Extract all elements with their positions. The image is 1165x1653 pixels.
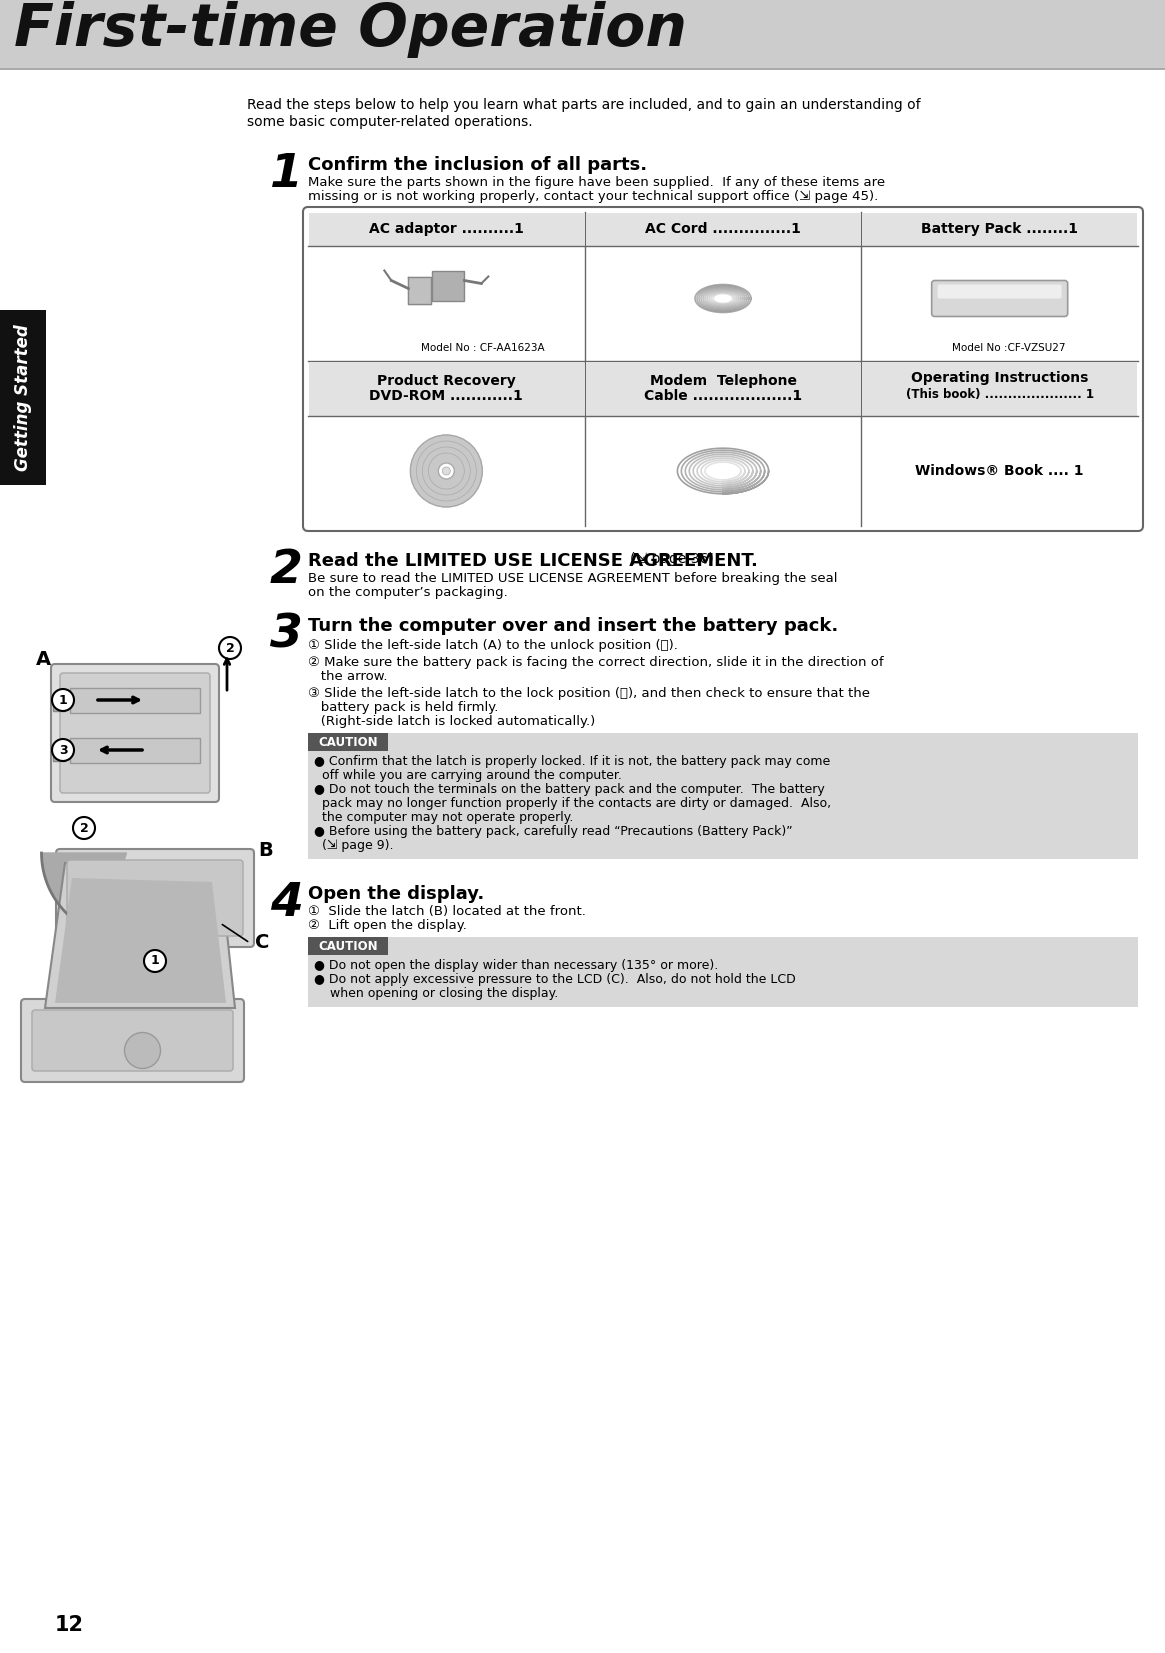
Text: First-time Operation: First-time Operation: [14, 2, 687, 58]
Circle shape: [52, 689, 75, 711]
Bar: [432, 271, 465, 301]
Bar: [0, 0, 1165, 68]
Text: on the computer’s packaging.: on the computer’s packaging.: [308, 587, 508, 598]
Bar: [70, 688, 200, 712]
Text: 1: 1: [270, 152, 303, 197]
Polygon shape: [42, 853, 127, 934]
Text: Model No : CF-AA1623A: Model No : CF-AA1623A: [422, 344, 545, 354]
Circle shape: [438, 463, 454, 479]
Circle shape: [219, 636, 241, 660]
FancyBboxPatch shape: [932, 281, 1067, 316]
Text: Make sure the parts shown in the figure have been supplied.  If any of these ite: Make sure the parts shown in the figure …: [308, 175, 885, 188]
Text: ③ Slide the left-side latch to the lock position (🔒), and then check to ensure t: ③ Slide the left-side latch to the lock …: [308, 688, 870, 699]
FancyBboxPatch shape: [31, 1010, 233, 1071]
Text: 2: 2: [79, 822, 89, 835]
Text: 2: 2: [270, 549, 303, 593]
FancyBboxPatch shape: [938, 284, 1061, 299]
Bar: [52, 693, 65, 711]
Bar: [862, 362, 1137, 417]
Text: the computer may not operate properly.: the computer may not operate properly.: [315, 812, 573, 823]
Text: ② Make sure the battery pack is facing the correct direction, slide it in the di: ② Make sure the battery pack is facing t…: [308, 656, 883, 669]
Text: A: A: [35, 650, 50, 669]
Text: AC Cord ...............1: AC Cord ...............1: [645, 222, 802, 236]
Text: battery pack is held firmly.: battery pack is held firmly.: [308, 701, 499, 714]
Text: 1: 1: [150, 954, 160, 967]
Text: off while you are carrying around the computer.: off while you are carrying around the co…: [315, 769, 622, 782]
Text: 3: 3: [58, 744, 68, 757]
Text: (⇲ page 9).: (⇲ page 9).: [315, 840, 394, 851]
Bar: [586, 362, 860, 417]
FancyBboxPatch shape: [51, 665, 219, 802]
Polygon shape: [55, 878, 226, 1003]
FancyBboxPatch shape: [68, 860, 243, 936]
Text: 4: 4: [270, 881, 303, 926]
Text: DVD-ROM ............1: DVD-ROM ............1: [369, 390, 523, 403]
Text: Modem  Telephone: Modem Telephone: [650, 374, 797, 387]
Bar: [52, 742, 65, 760]
Bar: [862, 213, 1137, 246]
Bar: [308, 732, 1138, 860]
Text: 2: 2: [226, 641, 234, 655]
Text: Be sure to read the LIMITED USE LICENSE AGREEMENT before breaking the seal: Be sure to read the LIMITED USE LICENSE …: [308, 572, 838, 585]
Text: Battery Pack ........1: Battery Pack ........1: [922, 222, 1078, 236]
Bar: [0, 311, 45, 484]
Bar: [308, 937, 1138, 1007]
Bar: [70, 737, 200, 764]
Text: Turn the computer over and insert the battery pack.: Turn the computer over and insert the ba…: [308, 617, 839, 635]
Bar: [309, 362, 584, 417]
Text: (This book) ..................... 1: (This book) ..................... 1: [905, 388, 1094, 402]
Text: Operating Instructions: Operating Instructions: [911, 370, 1088, 385]
Circle shape: [73, 817, 96, 840]
Text: ● Before using the battery pack, carefully read “Precautions (Battery Pack)”: ● Before using the battery pack, careful…: [315, 825, 792, 838]
Bar: [308, 937, 388, 955]
Text: CAUTION: CAUTION: [318, 736, 377, 749]
Text: CAUTION: CAUTION: [318, 939, 377, 952]
Bar: [586, 213, 860, 246]
Text: ① Slide the left-side latch (A) to the unlock position (🔓).: ① Slide the left-side latch (A) to the u…: [308, 640, 678, 651]
Text: Read the LIMITED USE LICENSE AGREEMENT.: Read the LIMITED USE LICENSE AGREEMENT.: [308, 552, 758, 570]
Circle shape: [410, 435, 482, 507]
Text: Confirm the inclusion of all parts.: Confirm the inclusion of all parts.: [308, 155, 647, 174]
Polygon shape: [45, 863, 235, 1008]
Bar: [309, 213, 584, 246]
Text: pack may no longer function properly if the contacts are dirty or damaged.  Also: pack may no longer function properly if …: [315, 797, 831, 810]
FancyBboxPatch shape: [61, 673, 210, 793]
Text: 1: 1: [58, 694, 68, 706]
Text: Getting Started: Getting Started: [14, 324, 31, 471]
Polygon shape: [409, 276, 431, 304]
Circle shape: [52, 739, 75, 760]
Text: ● Do not touch the terminals on the battery pack and the computer.  The battery: ● Do not touch the terminals on the batt…: [315, 784, 825, 797]
Circle shape: [144, 950, 165, 972]
Text: when opening or closing the display.: when opening or closing the display.: [315, 987, 558, 1000]
Text: ● Confirm that the latch is properly locked. If it is not, the battery pack may : ● Confirm that the latch is properly loc…: [315, 755, 831, 769]
Text: B: B: [257, 841, 273, 860]
FancyBboxPatch shape: [21, 998, 243, 1083]
Bar: [308, 732, 388, 750]
Text: ● Do not apply excessive pressure to the LCD (C).  Also, do not hold the LCD: ● Do not apply excessive pressure to the…: [315, 974, 796, 985]
Text: AC adaptor ..........1: AC adaptor ..........1: [369, 222, 524, 236]
Text: the arrow.: the arrow.: [308, 669, 388, 683]
FancyBboxPatch shape: [303, 207, 1143, 531]
Text: Windows® Book .... 1: Windows® Book .... 1: [916, 464, 1083, 478]
Circle shape: [443, 468, 451, 474]
Circle shape: [125, 1033, 161, 1068]
FancyBboxPatch shape: [56, 850, 254, 947]
Text: (⇲ page 36): (⇲ page 36): [630, 552, 713, 565]
Text: ②  Lift open the display.: ② Lift open the display.: [308, 919, 467, 932]
Text: 12: 12: [55, 1615, 84, 1635]
Text: Read the steps below to help you learn what parts are included, and to gain an u: Read the steps below to help you learn w…: [247, 98, 920, 112]
Text: 3: 3: [270, 613, 303, 658]
Text: ● Do not open the display wider than necessary (135° or more).: ● Do not open the display wider than nec…: [315, 959, 719, 972]
Text: Product Recovery: Product Recovery: [377, 374, 516, 387]
Text: (Right-side latch is locked automatically.): (Right-side latch is locked automaticall…: [308, 716, 595, 727]
Text: ①  Slide the latch (B) located at the front.: ① Slide the latch (B) located at the fro…: [308, 904, 586, 917]
Text: Model No :CF-VZSU27: Model No :CF-VZSU27: [952, 344, 1065, 354]
Bar: [0, 68, 1165, 69]
Text: Cable ...................1: Cable ...................1: [644, 390, 802, 403]
Text: Open the display.: Open the display.: [308, 884, 485, 903]
Text: missing or is not working properly, contact your technical support office (⇲ pag: missing or is not working properly, cont…: [308, 190, 878, 203]
Text: C: C: [255, 934, 269, 952]
Bar: [862, 362, 1137, 417]
Text: some basic computer-related operations.: some basic computer-related operations.: [247, 116, 532, 129]
